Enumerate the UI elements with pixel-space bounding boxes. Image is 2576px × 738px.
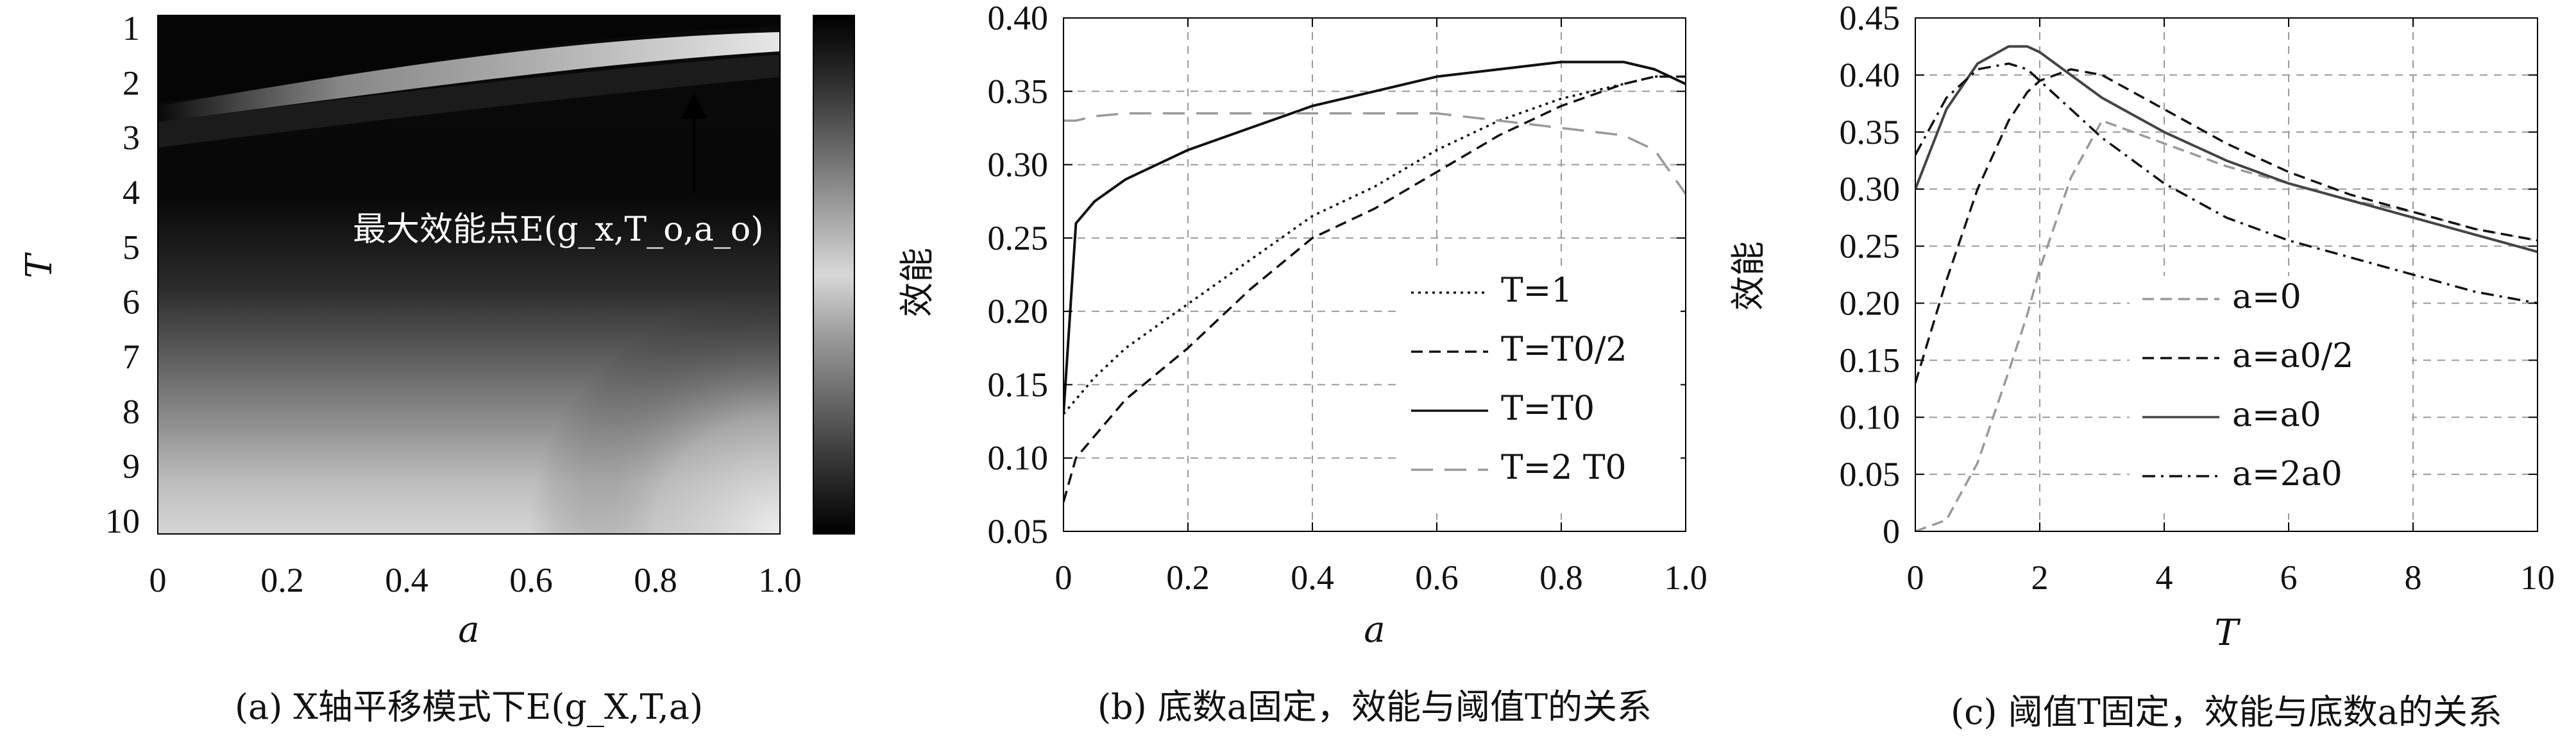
y-tick-label-a: 8 [123, 392, 140, 431]
legend-box [2130, 276, 2412, 513]
x-tick-label-a: 0.2 [260, 561, 304, 599]
max-point-annotation: 最大效能点E(g_x,T_o,a_o) [353, 210, 764, 249]
series-line-a=2a0 [1915, 62, 2538, 305]
panel-c: 0 0.05 0.10 0.15 0.20 0.25 0.30 0.35 0.40 0.45 0 2… [1728, 0, 2555, 732]
x-tick-label-a: 0.4 [385, 561, 428, 599]
series-line-a=a0 [1915, 45, 2538, 253]
x-tick-label-a: 1.0 [758, 561, 802, 599]
legend-label: a=a0 [2232, 396, 2321, 434]
y-tick-label-b: 0.15 [988, 365, 1049, 404]
legend-label: T=1 [1501, 271, 1572, 310]
y-tick-label-c: 0.35 [1840, 113, 1901, 151]
y-tick-label-c: 0.45 [1840, 0, 1901, 37]
x-tick-label-c: 8 [2405, 558, 2422, 597]
x-tick-label-b: 1.0 [1664, 558, 1707, 597]
legend-label: T=T0/2 [1501, 330, 1627, 369]
caption-b: (b) 底数a固定，效能与阈值T的关系 [1097, 687, 1652, 727]
y-tick-label-a: 5 [123, 228, 140, 266]
y-tick-label-a: 1 [123, 9, 140, 47]
x-axis-label-c: T [2214, 612, 2241, 654]
legend-c: a=0 a=a0/2 a=a0 a=2a0 [2130, 276, 2412, 513]
y-tick-label-a: 6 [123, 283, 140, 322]
legend-b: T=1 T=T0/2 T=T0 T=2 T0 [1398, 270, 1681, 513]
y-tick-label-a: 10 [105, 502, 140, 540]
y-ticks-a: 1 2 3 4 5 6 7 8 9 10 [105, 9, 140, 540]
legend-label: a=0 [2232, 278, 2301, 316]
y-ticks-c: 0 0.05 0.10 0.15 0.20 0.25 0.30 0.35 0.40 0.45 [1840, 0, 2538, 551]
x-ticks-c: 0 2 4 6 8 10 [1907, 18, 2555, 597]
y-tick-label-c: 0.10 [1840, 398, 1901, 436]
y-tick-label-c: 0.20 [1840, 284, 1901, 322]
colorbar [813, 15, 855, 535]
x-tick-label-c: 4 [2156, 558, 2173, 597]
x-axis-label-a: a [458, 609, 479, 651]
x-tick-label-b: 0.6 [1415, 558, 1459, 597]
legend-label: T=2 T0 [1501, 449, 1627, 487]
y-tick-label-b: 0.40 [988, 0, 1049, 37]
plot-frame-c [1915, 17, 2538, 532]
y-axis-label-b: 效能 [897, 248, 937, 317]
legend-label: a=a0/2 [2232, 337, 2353, 375]
y-axis-label-a: T [19, 252, 60, 279]
x-tick-label-c: 0 [1907, 558, 1924, 597]
series-line-a=0 [1915, 119, 2538, 531]
x-tick-label-a: 0 [149, 561, 167, 599]
y-tick-label-a: 9 [123, 447, 140, 486]
y-tick-label-b: 0.35 [988, 72, 1049, 110]
y-tick-label-a: 3 [123, 119, 140, 157]
y-tick-label-c: 0.40 [1840, 56, 1901, 94]
x-tick-label-a: 0.6 [509, 561, 553, 599]
plot-frame-b [1063, 17, 1686, 532]
x-ticks-b: 0 0.2 0.4 0.6 0.8 1.0 [1055, 18, 1707, 597]
x-tick-label-a: 0.8 [634, 561, 677, 599]
series-line-T=1 [1063, 75, 1686, 415]
y-tick-label-c: 0.15 [1840, 341, 1901, 379]
y-tick-label-b: 0.30 [988, 146, 1049, 184]
series-line-T=T0/2 [1063, 75, 1686, 502]
x-tick-label-b: 0.4 [1291, 558, 1334, 597]
y-tick-label-a: 4 [123, 173, 140, 212]
legend-label: T=T0 [1501, 390, 1595, 428]
heatmap-frame [157, 15, 781, 535]
legend-label: a=2a0 [2232, 455, 2343, 493]
x-tick-label-c: 10 [2520, 558, 2555, 597]
lines-c [1915, 45, 2538, 531]
series-line-T=T0 [1063, 60, 1686, 415]
y-tick-label-b: 0.20 [988, 292, 1049, 330]
x-ticks-a: 0 0.2 0.4 0.6 0.8 1.0 [149, 561, 802, 599]
legend-box [1398, 270, 1681, 513]
x-tick-label-c: 2 [2031, 558, 2049, 597]
heatmap-image [158, 15, 780, 534]
y-ticks-b: 0.05 0.10 0.15 0.20 0.25 0.30 0.35 0.40 [988, 0, 1686, 551]
caption-a: (a) X轴平移模式下E(g_X,T,a) [235, 687, 703, 727]
y-tick-label-c: 0.25 [1840, 227, 1901, 266]
y-tick-label-a: 2 [123, 64, 140, 102]
x-tick-label-b: 0.2 [1166, 558, 1210, 597]
panel-b: 0.05 0.10 0.15 0.20 0.25 0.30 0.35 0.40 0 0.2 0.4… [897, 0, 1707, 727]
y-tick-label-b: 0.10 [988, 439, 1049, 477]
y-tick-label-c: 0.30 [1840, 170, 1901, 209]
y-tick-label-c: 0.05 [1840, 455, 1901, 493]
x-tick-label-b: 0 [1055, 558, 1072, 597]
x-tick-label-c: 6 [2280, 558, 2298, 597]
y-tick-label-b: 0.25 [988, 219, 1049, 257]
y-tick-label-b: 0.05 [988, 512, 1049, 551]
lines-b [1063, 60, 1686, 502]
caption-c: (c) 阈值T固定，效能与底数a的关系 [1951, 692, 2502, 732]
x-axis-label-b: a [1364, 609, 1385, 651]
series-line-T=2 T0 [1063, 112, 1686, 195]
y-tick-label-c: 0 [1883, 512, 1900, 551]
y-axis-label-c: 效能 [1728, 241, 1768, 311]
x-tick-label-b: 0.8 [1539, 558, 1583, 597]
y-tick-label-a: 7 [123, 338, 140, 376]
